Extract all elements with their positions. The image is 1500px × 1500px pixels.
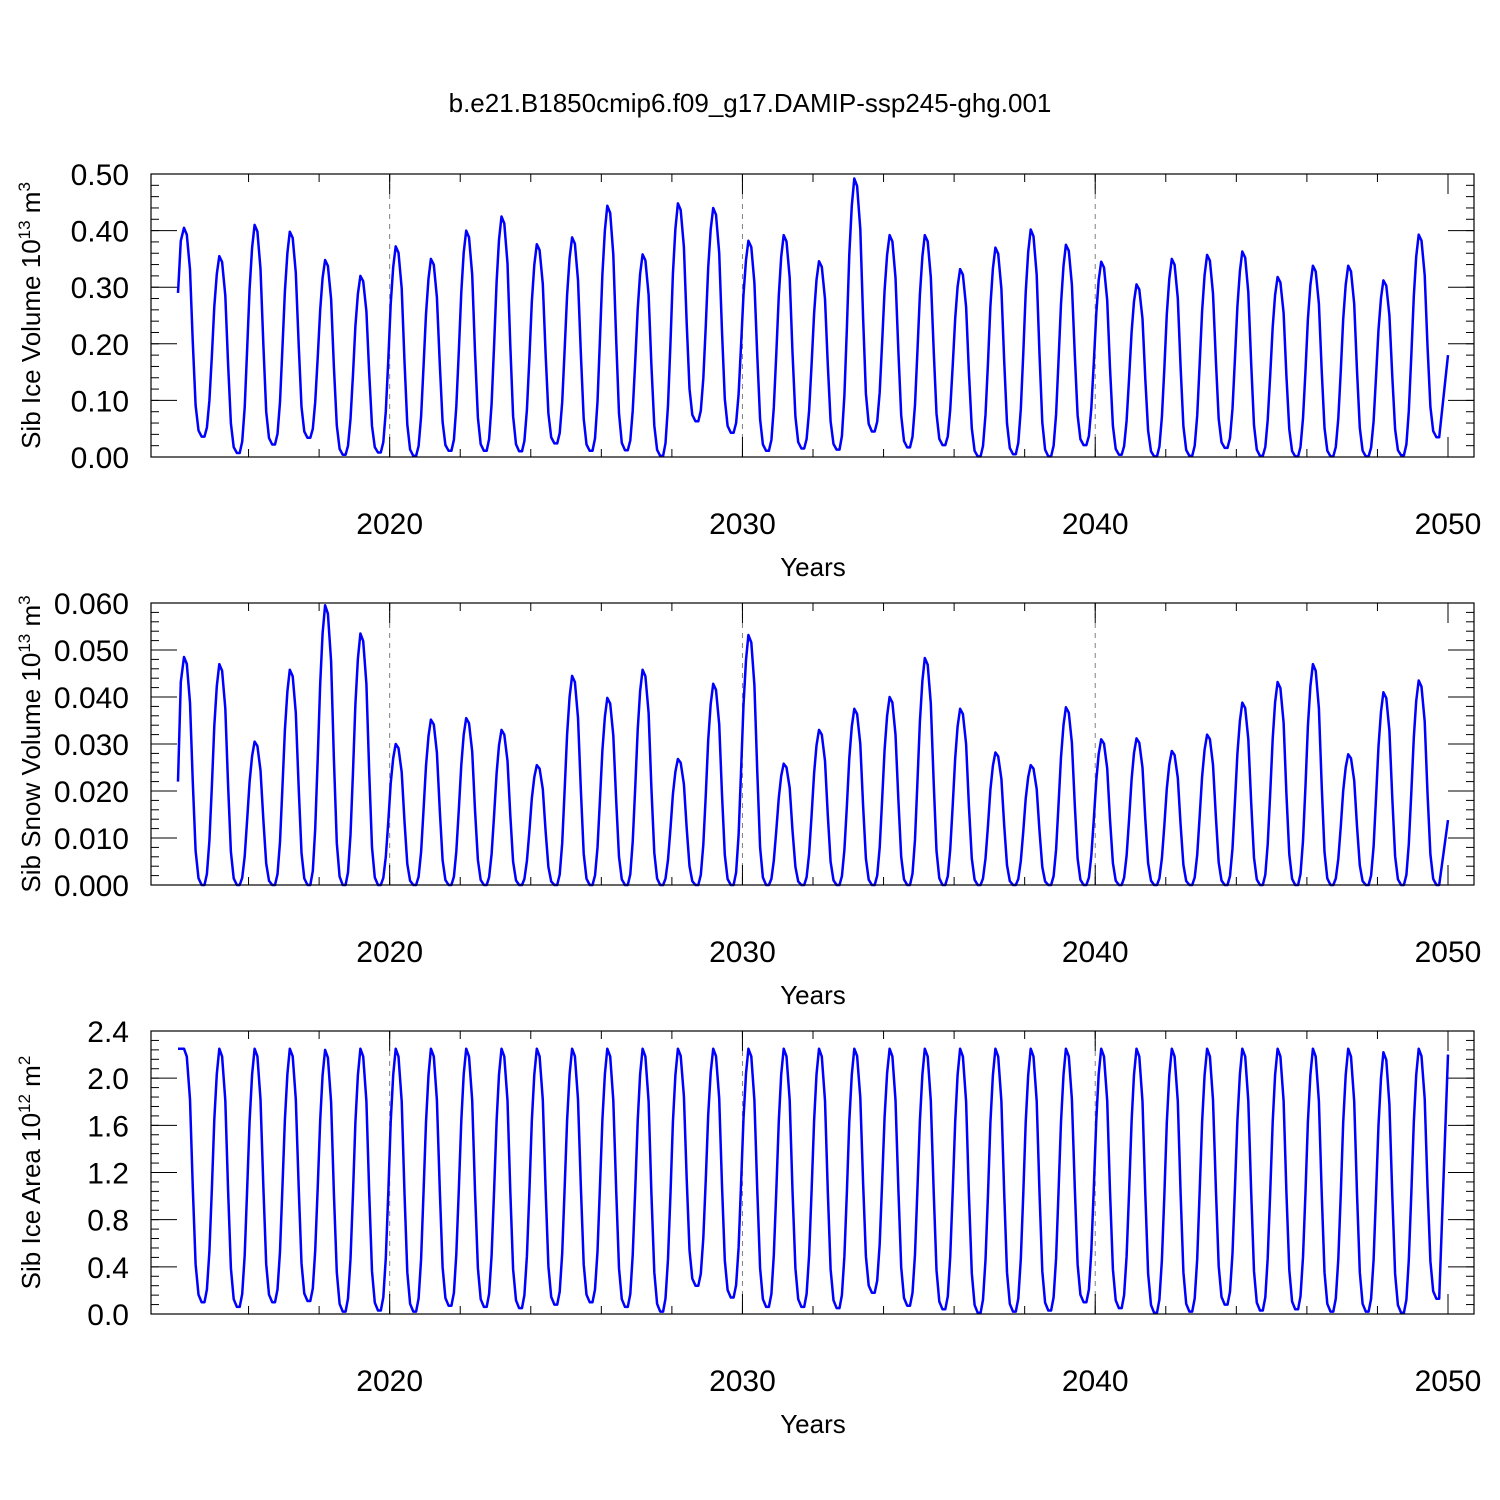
y-tick-label: 0.020: [54, 776, 129, 809]
x-axis-label: Years: [780, 980, 846, 1010]
chart-panels: 0.00 0.10 0.20 0.30 0.40 0.50 2020 2030 2040 2050…: [15, 159, 1481, 1439]
y-tick-label: 0.8: [87, 1205, 129, 1238]
y-tick-label: 2.0: [87, 1063, 129, 1096]
y-axis-label: Sib Snow Volume 1013 m3: [15, 595, 46, 892]
chart-title: b.e21.B1850cmip6.f09_g17.DAMIP-ssp245-gh…: [449, 88, 1052, 118]
y-tick-label: 1.6: [87, 1110, 129, 1143]
y-tick-label: 0.000: [54, 870, 129, 903]
x-tick-label: 2020: [356, 508, 423, 541]
y-tick-label: 0.40: [71, 216, 129, 249]
y-axis-label: Sib Ice Area 1012 m2: [15, 1056, 46, 1290]
x-tick-label: 2020: [356, 1365, 423, 1398]
x-tick-label: 2030: [709, 936, 776, 969]
y-tick-label: 0.010: [54, 823, 129, 856]
plot-frame: [150, 1030, 1475, 1315]
y-tick-label: 1.2: [87, 1158, 129, 1191]
series-line: [176, 604, 1450, 887]
plot-frame: [150, 173, 1475, 458]
series-line: [176, 177, 1450, 458]
x-tick-label: 2020: [356, 936, 423, 969]
panel-ice-area: 0.0 0.4 0.8 1.2 1.6 2.0 2.4 2020 2030 2040 2050 Yea…: [15, 1016, 1481, 1439]
y-tick-label: 0.030: [54, 729, 129, 762]
y-tick-label: 0.50: [71, 159, 129, 192]
panel-snow-volume: 0.000 0.010 0.020 0.030 0.040 0.050 0.060 2020 2…: [15, 588, 1481, 1010]
y-axis-label: Sib Ice Volume 1013 m3: [15, 182, 46, 449]
panel-ice-volume: 0.00 0.10 0.20 0.30 0.40 0.50 2020 2030 2040 2050…: [15, 159, 1481, 582]
series-line: [178, 1047, 1450, 1315]
x-axis-label: Years: [780, 1409, 846, 1439]
x-tick-label: 2040: [1062, 1365, 1129, 1398]
y-tick-label: 0.10: [71, 385, 129, 418]
x-tick-label: 2040: [1062, 936, 1129, 969]
x-tick-label: 2050: [1415, 508, 1482, 541]
x-axis-label: Years: [780, 552, 846, 582]
y-tick-label: 0.30: [71, 272, 129, 305]
y-tick-label: 2.4: [87, 1016, 129, 1049]
y-tick-label: 0.050: [54, 635, 129, 668]
y-tick-label: 0.060: [54, 588, 129, 621]
y-tick-label: 0.20: [71, 329, 129, 362]
x-tick-label: 2030: [709, 508, 776, 541]
x-tick-label: 2050: [1415, 936, 1482, 969]
x-tick-label: 2040: [1062, 508, 1129, 541]
y-tick-label: 0.00: [71, 442, 129, 475]
y-tick-label: 0.0: [87, 1299, 129, 1332]
x-tick-label: 2030: [709, 1365, 776, 1398]
y-tick-label: 0.4: [87, 1252, 129, 1285]
x-tick-label: 2050: [1415, 1365, 1482, 1398]
plot-frame: [150, 602, 1475, 886]
y-tick-label: 0.040: [54, 682, 129, 715]
